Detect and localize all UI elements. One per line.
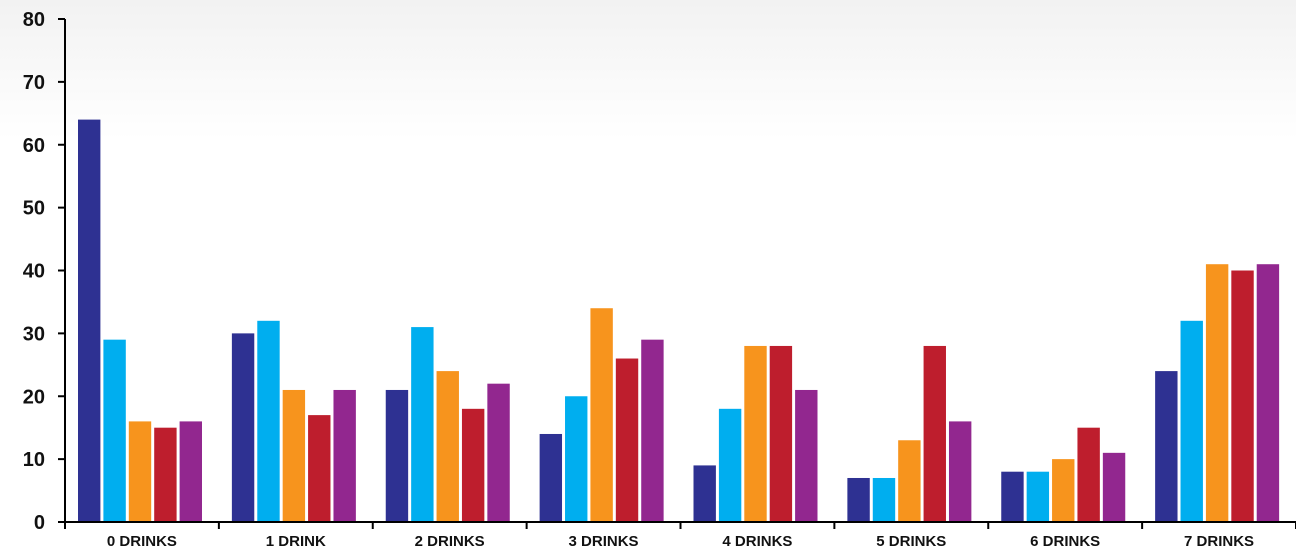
- x-tick-label: 2 DRINKS: [415, 533, 485, 550]
- bar: [103, 339, 126, 522]
- bar: [1077, 427, 1100, 522]
- bar: [436, 371, 459, 522]
- bar: [948, 421, 972, 522]
- bar: [179, 421, 202, 522]
- y-tick-label: 10: [23, 449, 45, 471]
- x-tick-label: 7 DRINKS: [1184, 533, 1254, 550]
- x-axis: 0 DRINKS 1 DRINK 2 DRINKS 3 DRINKS 4 DRINKS 5…: [64, 521, 1296, 550]
- bar: [1180, 320, 1203, 522]
- bar: [693, 465, 716, 522]
- y-tick-label: 70: [23, 72, 45, 94]
- y-tick-label: 80: [23, 9, 45, 31]
- bar: [257, 320, 280, 522]
- bar: [1231, 270, 1254, 522]
- bar: [1256, 264, 1280, 522]
- bar: [744, 345, 767, 522]
- bar: [615, 358, 639, 522]
- bar: [333, 389, 356, 522]
- bar: [1026, 471, 1050, 522]
- x-tick-label: 4 DRINKS: [722, 533, 792, 550]
- bar: [898, 440, 921, 522]
- y-tick-label: 40: [23, 261, 45, 283]
- bar: [769, 345, 793, 522]
- bar: [565, 396, 588, 522]
- x-tick-label: 6 DRINKS: [1030, 533, 1100, 550]
- x-tick-label: 0 DRINKS: [107, 533, 177, 550]
- y-tick-label: 30: [23, 323, 45, 345]
- bar: [872, 477, 896, 522]
- bar: [1001, 471, 1024, 522]
- y-tick-label: 20: [23, 386, 45, 408]
- bar: [385, 389, 409, 522]
- bar: [590, 308, 613, 522]
- bar: [78, 119, 101, 522]
- bar: [641, 339, 664, 522]
- bar: [487, 383, 510, 522]
- bar: [308, 415, 331, 522]
- y-axis: 0 10 20 30 40 50 60 70 80: [23, 9, 66, 534]
- y-tick-label: 60: [23, 135, 45, 157]
- bar: [1052, 459, 1075, 522]
- bar: [1155, 371, 1178, 522]
- bar: [847, 477, 870, 522]
- y-tick-label: 0: [34, 512, 45, 534]
- bar: [411, 327, 434, 522]
- x-tick-label: 3 DRINKS: [569, 533, 639, 550]
- bar: [154, 427, 177, 522]
- x-tick-label: 1 DRINK: [266, 533, 326, 550]
- bar: [128, 421, 152, 522]
- bar: [1102, 452, 1126, 522]
- bar: [1205, 264, 1229, 522]
- bar: [923, 345, 946, 522]
- bar: [539, 433, 563, 522]
- bar: [461, 408, 485, 522]
- bar: [282, 389, 306, 522]
- bar: [795, 389, 818, 522]
- bar: [231, 333, 255, 522]
- y-tick-label: 50: [23, 198, 45, 220]
- bars: [78, 119, 1280, 522]
- x-tick-label: 5 DRINKS: [876, 533, 946, 550]
- bar: [718, 408, 742, 522]
